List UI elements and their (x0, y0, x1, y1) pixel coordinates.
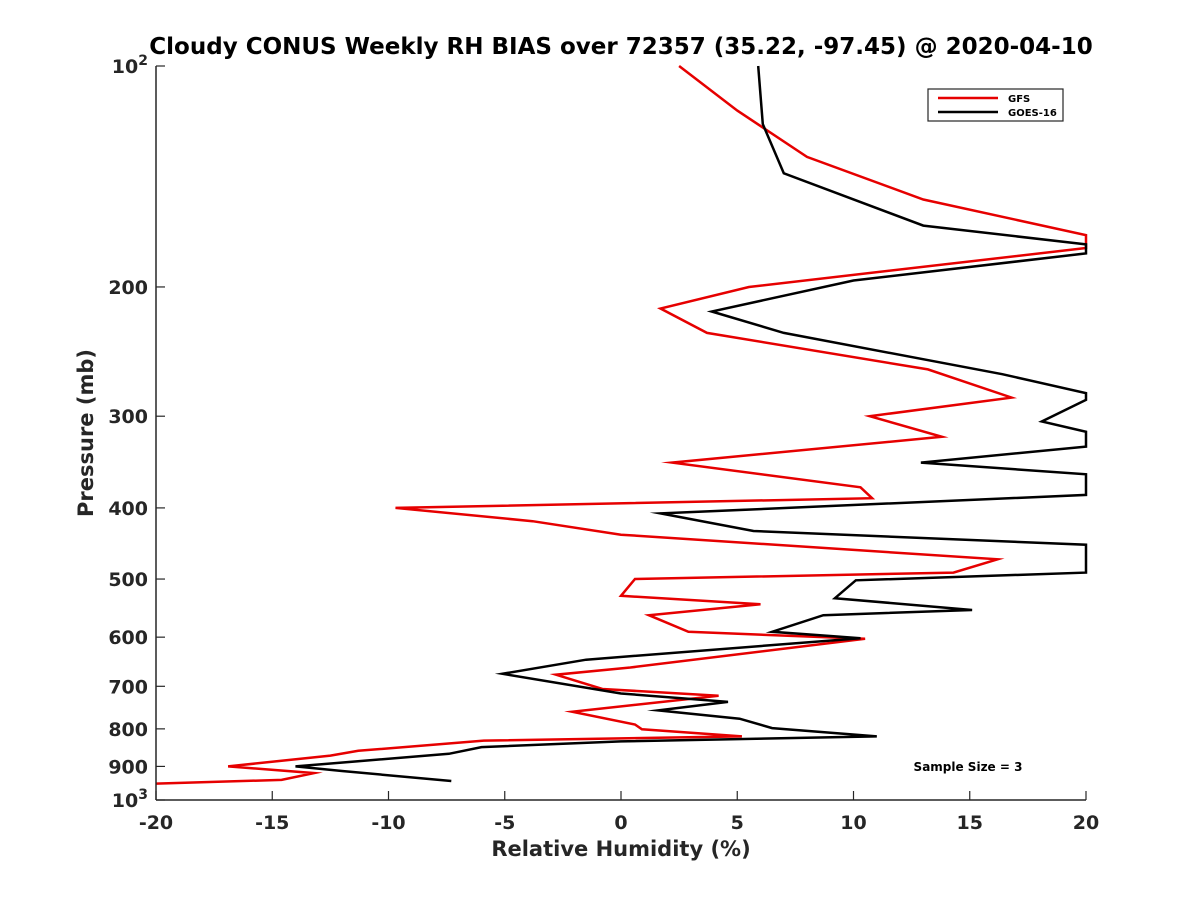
legend-label-goes16: GOES-16 (1008, 108, 1057, 119)
legend-box (927, 88, 1064, 122)
x-tick-label: -5 (494, 812, 515, 834)
x-tick-label: -20 (139, 812, 173, 834)
legend: GFS GOES-16 (927, 88, 1064, 122)
x-tick-label: -10 (371, 812, 405, 834)
chart-title: Cloudy CONUS Weekly RH BIAS over 72357 (… (149, 34, 1092, 60)
y-tick-label: 500 (108, 569, 148, 591)
x-tick-label: -15 (255, 812, 289, 834)
y-tick-label: 400 (108, 498, 148, 520)
y-tick-label: 600 (108, 627, 148, 649)
x-tick-label: 20 (1073, 812, 1099, 834)
y-tick-label: 900 (108, 756, 148, 778)
series-layer (155, 65, 1088, 785)
y-tick-label: 103 (112, 787, 148, 812)
y-tick-label: 102 (112, 53, 148, 78)
axes-layer: -20 -15 -10 -5 0 5 10 15 20 102 200 300 400 500 600 700… (108, 53, 1099, 834)
y-tick-label: 800 (108, 719, 148, 741)
legend-label-gfs: GFS (1008, 94, 1030, 105)
x-tick-label: 0 (614, 812, 627, 834)
y-tick-label: 300 (108, 406, 148, 428)
x-tick-label: 15 (957, 812, 983, 834)
series-line-gfs (155, 65, 1088, 785)
series-line-goes-16 (295, 65, 1088, 783)
x-axis-label: Relative Humidity (%) (491, 837, 750, 861)
x-tick-label: 10 (840, 812, 866, 834)
y-tick-label: 200 (108, 277, 148, 299)
sample-size-annotation: Sample Size = 3 (914, 760, 1023, 774)
x-tick-label: 5 (731, 812, 744, 834)
y-axis-label: Pressure (mb) (74, 349, 98, 517)
y-tick-label: 700 (108, 676, 148, 698)
